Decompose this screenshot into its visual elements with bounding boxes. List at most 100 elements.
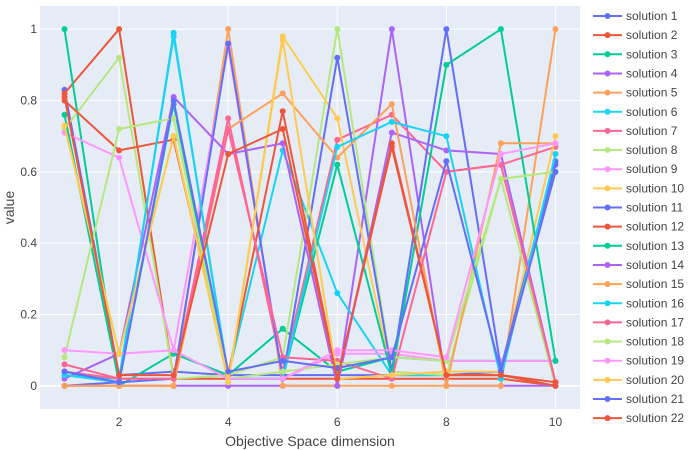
data-point[interactable] [334, 54, 341, 61]
data-point[interactable] [334, 347, 341, 354]
legend-item[interactable]: solution 20 [593, 373, 684, 387]
data-point[interactable] [497, 151, 504, 158]
data-point[interactable] [388, 129, 395, 136]
data-point[interactable] [388, 372, 395, 379]
legend-item[interactable]: solution 16 [593, 296, 684, 310]
legend-item[interactable]: solution 21 [593, 392, 684, 406]
data-point[interactable] [334, 26, 341, 33]
data-point[interactable] [497, 372, 504, 379]
legend-item[interactable]: solution 17 [593, 315, 684, 329]
data-point[interactable] [279, 325, 286, 332]
data-point[interactable] [443, 133, 450, 140]
data-point[interactable] [61, 361, 68, 368]
legend-item[interactable]: solution 11 [593, 201, 683, 215]
legend-item[interactable]: solution 8 [593, 143, 678, 157]
data-point[interactable] [443, 372, 450, 379]
data-point[interactable] [497, 140, 504, 147]
data-point[interactable] [170, 372, 177, 379]
data-point[interactable] [334, 143, 341, 150]
data-point[interactable] [443, 61, 450, 68]
data-point[interactable] [279, 36, 286, 43]
data-point[interactable] [279, 382, 286, 389]
legend-item[interactable]: solution 15 [593, 277, 684, 291]
data-point[interactable] [497, 175, 504, 182]
data-point[interactable] [116, 54, 123, 61]
data-point[interactable] [443, 158, 450, 165]
data-point[interactable] [552, 168, 559, 175]
data-point[interactable] [552, 151, 559, 158]
series-line[interactable] [63, 89, 557, 377]
data-point[interactable] [116, 350, 123, 357]
data-point[interactable] [279, 126, 286, 133]
data-point[interactable] [61, 382, 68, 389]
data-point[interactable] [116, 126, 123, 133]
data-point[interactable] [61, 368, 68, 375]
data-point[interactable] [388, 101, 395, 108]
data-point[interactable] [279, 90, 286, 97]
data-point[interactable] [170, 347, 177, 354]
data-point[interactable] [334, 290, 341, 297]
series-line[interactable] [64, 46, 556, 380]
legend-item[interactable]: solution 4 [593, 66, 678, 80]
data-point[interactable] [225, 368, 232, 375]
data-point[interactable] [279, 357, 286, 364]
data-point[interactable] [552, 357, 559, 364]
legend-item[interactable]: solution 12 [593, 220, 684, 234]
legend-item[interactable]: solution 5 [593, 86, 678, 100]
data-point[interactable] [61, 347, 68, 354]
data-point[interactable] [497, 26, 504, 33]
data-point[interactable] [552, 379, 559, 386]
legend-item[interactable]: solution 1 [593, 9, 678, 23]
legend-item[interactable]: solution 22 [593, 411, 684, 425]
series-line[interactable] [63, 96, 556, 384]
data-point[interactable] [170, 97, 177, 104]
data-point[interactable] [334, 161, 341, 168]
data-point[interactable] [61, 111, 68, 118]
series-line[interactable] [63, 28, 557, 387]
data-point[interactable] [279, 108, 286, 115]
data-point[interactable] [116, 379, 123, 386]
data-point[interactable] [388, 140, 395, 147]
legend-item[interactable]: solution 2 [593, 28, 678, 42]
data-point[interactable] [61, 93, 68, 100]
data-point[interactable] [334, 136, 341, 143]
data-point[interactable] [170, 115, 177, 122]
data-point[interactable] [116, 154, 123, 161]
series-21[interactable] [61, 97, 559, 386]
data-point[interactable] [497, 382, 504, 389]
data-point[interactable] [552, 133, 559, 140]
data-point[interactable] [170, 382, 177, 389]
data-point[interactable] [334, 115, 341, 122]
data-point[interactable] [388, 118, 395, 125]
data-point[interactable] [279, 375, 286, 382]
legend-item[interactable]: solution 6 [593, 105, 678, 119]
legend-item[interactable]: solution 19 [593, 354, 684, 368]
data-point[interactable] [443, 26, 450, 33]
data-point[interactable] [443, 147, 450, 154]
data-point[interactable] [116, 147, 123, 154]
data-point[interactable] [388, 354, 395, 361]
data-point[interactable] [334, 382, 341, 389]
data-point[interactable] [170, 29, 177, 36]
data-point[interactable] [225, 151, 232, 158]
series-line[interactable] [64, 128, 557, 383]
data-point[interactable] [552, 140, 559, 147]
legend-item[interactable]: solution 10 [593, 181, 684, 195]
data-point[interactable] [552, 26, 559, 33]
data-point[interactable] [388, 382, 395, 389]
data-point[interactable] [279, 140, 286, 147]
data-point[interactable] [225, 126, 232, 133]
series-line[interactable] [64, 28, 557, 387]
legend-item[interactable]: solution 9 [593, 162, 678, 176]
series-22[interactable] [61, 93, 559, 386]
data-point[interactable] [334, 375, 341, 382]
data-point[interactable] [61, 122, 68, 129]
data-point[interactable] [443, 382, 450, 389]
legend-item[interactable]: solution 14 [593, 258, 684, 272]
data-point[interactable] [116, 26, 123, 33]
legend-item[interactable]: solution 13 [593, 239, 684, 253]
data-point[interactable] [170, 133, 177, 140]
data-point[interactable] [443, 354, 450, 361]
data-point[interactable] [388, 26, 395, 33]
data-point[interactable] [61, 354, 68, 361]
